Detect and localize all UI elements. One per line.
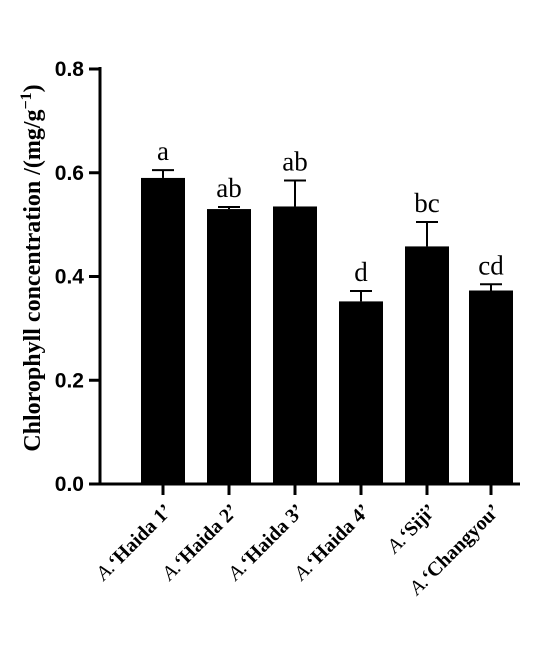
y-tick-label: 0.8: [55, 58, 85, 81]
x-tick-label: A.‘Siji’: [382, 500, 441, 559]
bar: [207, 209, 251, 484]
y-tick-label: 0.4: [55, 266, 85, 289]
bar: [273, 206, 317, 484]
bar: [141, 177, 185, 484]
error-bars: [152, 169, 502, 302]
y-axis-label-close: ): [20, 84, 46, 92]
significance-letter: bc: [414, 188, 440, 218]
x-ticks: A.‘Haida 1’A.‘Haida 2’A.‘Haida 3’A.‘Haid…: [90, 484, 505, 601]
bar: [339, 301, 383, 484]
svg-text:Chlorophyll concentration /(mg: Chlorophyll concentration /(mg/g−1): [18, 84, 46, 451]
y-ticks: 0.0 0.2 0.4 0.6 0.8: [55, 58, 100, 496]
y-axis-label-text: Chlorophyll concentration /(mg/g: [20, 109, 46, 451]
significance-letter: ab: [216, 173, 241, 203]
significance-letter: a: [157, 136, 169, 166]
significance-letter: cd: [478, 250, 504, 280]
x-tick-label-cultivar: ‘Haida 4’: [302, 500, 375, 573]
significance-letters: a ab ab d bc cd: [157, 136, 504, 287]
bars: [141, 177, 513, 484]
y-axis-label: Chlorophyll concentration /(mg/g−1): [18, 84, 46, 451]
significance-letter: ab: [282, 147, 307, 177]
y-axis-label-superscript: −1: [18, 92, 35, 109]
bar: [469, 290, 513, 484]
bar: [405, 246, 449, 484]
y-tick-label: 0.6: [55, 162, 84, 185]
y-tick-label: 0.0: [55, 473, 84, 496]
y-tick-label: 0.2: [55, 369, 84, 392]
significance-letter: d: [354, 257, 368, 287]
